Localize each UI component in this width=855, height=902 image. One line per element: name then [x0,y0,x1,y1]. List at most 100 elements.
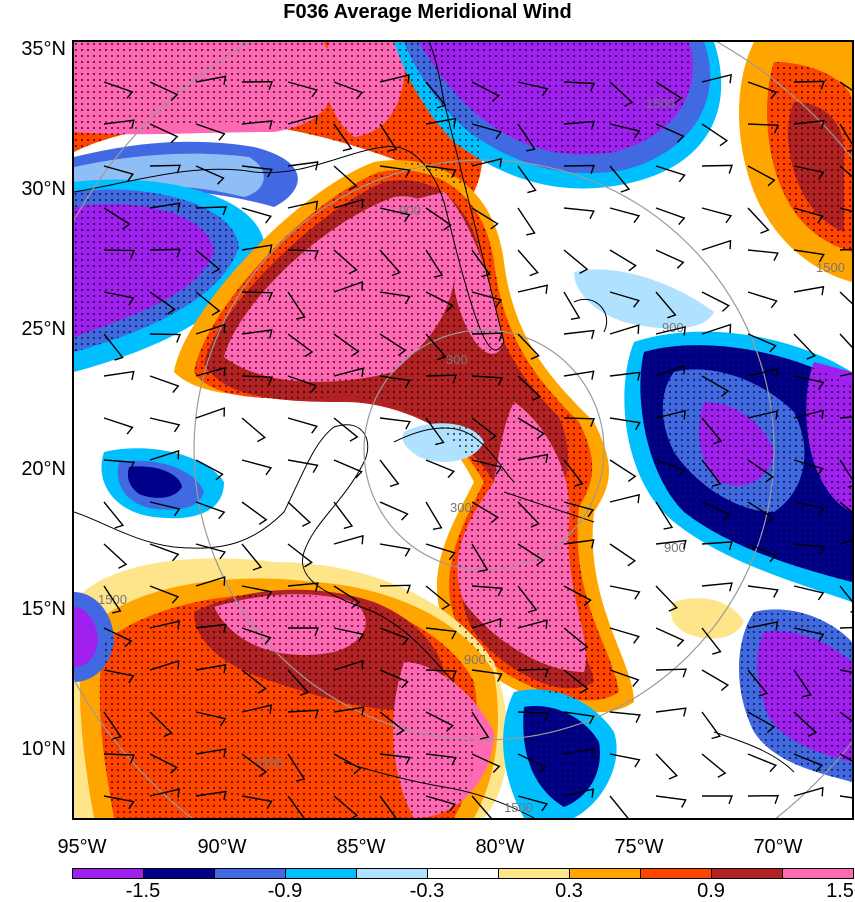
wind-barb [195,501,226,520]
wind-barb [471,417,498,442]
wind-barb [241,165,273,178]
lat-label-20n: 20°N [21,458,66,480]
wind-barb [793,627,825,642]
wind-barb [747,543,777,563]
colorbar-label: -0.9 [267,880,303,902]
wind-barb [793,669,812,698]
colorbar-swatch [499,869,570,878]
wind-barb [793,585,825,601]
wind-barb [517,207,536,236]
wind-barb [609,711,641,723]
wind-barb [471,711,490,740]
wind-barb [609,249,637,272]
wind-barb [241,669,267,694]
wind-barb [333,333,360,357]
wind-barb [793,375,825,390]
wind-barb [747,165,776,187]
wind-barb [655,627,685,647]
colorbar-label: 1.5 [826,880,854,902]
lat-label-15n: 15°N [21,598,66,620]
wind-barb [471,123,503,140]
wind-barb [333,459,363,479]
wind-barb [471,249,491,278]
wind-barb [563,501,595,518]
wind-barb [241,704,273,714]
wind-barb [701,669,730,692]
wind-barb [793,333,816,360]
ring-label: 1500 [646,96,675,111]
wind-barb [425,374,457,384]
wind-barb [701,417,723,445]
colorbar-label: -0.3 [409,880,445,902]
colorbar-swatch [783,869,853,878]
wind-barb [517,375,542,401]
wind-barb [241,291,274,301]
wind-barb [609,417,641,431]
wind-barb [747,207,770,234]
wind-barb [195,664,227,674]
wind-barb [609,627,640,644]
wind-barb [379,207,411,223]
wind-barb [195,206,227,216]
wind-barb [287,161,319,171]
wind-barb [747,123,780,134]
wind-barb [839,711,852,722]
wind-barb [747,81,778,100]
lon-label-70w: 70°W [753,836,803,858]
wind-barb [195,249,221,274]
wind-barb [103,795,135,810]
wind-barb [839,248,852,251]
wind-barb [287,501,312,527]
wind-barb [425,291,455,312]
wind-barb [241,795,273,810]
colorbar-swatch [215,869,286,878]
wind-barb [195,291,221,316]
wind-barb [563,417,596,427]
wind-barb [517,753,547,774]
wind-barb [333,198,364,209]
wind-barb [103,207,131,230]
wind-barb [425,459,456,479]
wind-barb [609,669,640,687]
wind-barb [103,501,125,529]
wind-barb [425,81,447,109]
wind-barb [333,417,359,442]
colorbar-swatch [712,869,783,878]
wind-barb [103,249,136,259]
wind-barb [517,165,537,194]
wind-barb [471,543,489,572]
wind-barb [701,123,729,147]
wind-barb [563,747,595,758]
wind-barb [655,364,685,377]
wind-barb [103,669,135,684]
wind-barb [103,753,136,764]
wind-barb [149,620,181,630]
wind-barb [149,417,181,433]
colorbar-swatch [570,869,641,878]
wind-barb [517,501,540,528]
wind-barb [333,753,362,775]
wind-barb [195,623,227,633]
wind-barb [103,333,124,361]
wind-barb [425,711,454,732]
wind-barb [609,123,641,139]
wind-barb [379,711,405,736]
wind-barb [839,795,852,799]
wind-barb [793,711,818,737]
wind-barb [793,285,825,296]
wind-barb [563,370,595,380]
wind-barb [839,372,852,377]
wind-barb [287,543,313,568]
wind-barb [517,585,538,613]
wind-barb [609,795,629,818]
wind-barb [747,368,779,378]
wind-barb [149,788,181,798]
lon-label-75w: 75°W [614,836,664,858]
wind-barb [379,669,409,689]
wind-barb [563,291,581,320]
wind-barb [609,371,641,381]
wind-barb [149,753,179,774]
wind-barb [839,459,852,488]
wind-barb [747,585,779,598]
wind-barb [195,711,227,727]
